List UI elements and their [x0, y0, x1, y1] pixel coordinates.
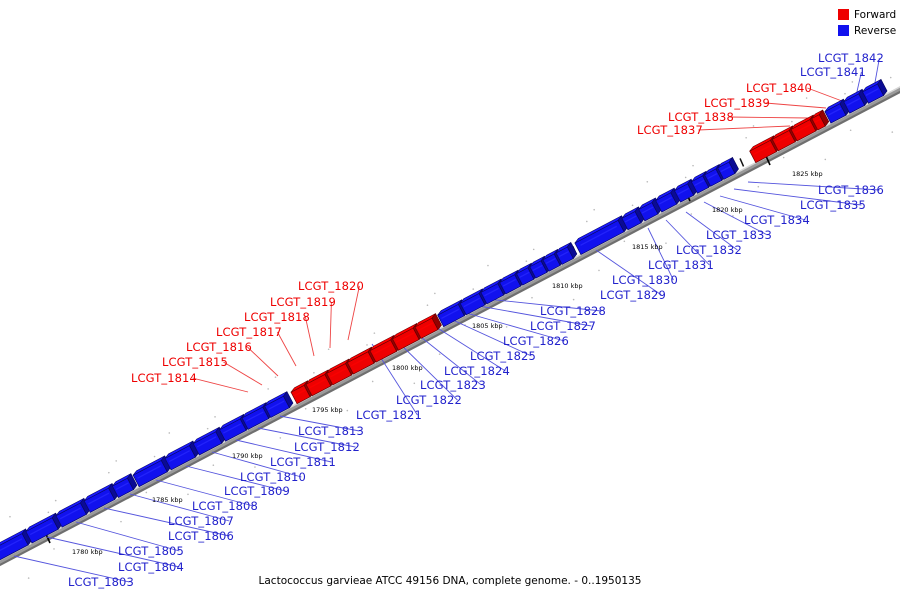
gene-label-lcgt_1838[interactable]: LCGT_1838	[668, 110, 734, 124]
gene-label-lcgt_1833[interactable]: LCGT_1833	[706, 228, 772, 242]
label-leader-lines	[13, 57, 880, 583]
scale-tick-label: 1825 kbp	[792, 170, 823, 178]
gene-label-lcgt_1828[interactable]: LCGT_1828	[540, 304, 606, 318]
gene-feature[interactable]	[717, 156, 739, 180]
gene-feature[interactable]	[264, 391, 294, 419]
gene-label-lcgt_1830[interactable]: LCGT_1830	[612, 273, 678, 287]
gene-label-lcgt_1819[interactable]: LCGT_1819	[270, 295, 336, 309]
gene-label-lcgt_1840[interactable]: LCGT_1840	[746, 81, 812, 95]
gene-label-lcgt_1807[interactable]: LCGT_1807	[168, 514, 234, 528]
scale-tick-label: 1815 kbp	[632, 243, 663, 251]
gene-feature[interactable]	[25, 512, 63, 544]
gene-feature[interactable]	[55, 497, 91, 528]
gene-label-lcgt_1837[interactable]: LCGT_1837	[637, 123, 703, 137]
gene-label-lcgt_1825[interactable]: LCGT_1825	[470, 349, 536, 363]
gene-feature[interactable]	[621, 206, 645, 231]
gene-label-lcgt_1826[interactable]: LCGT_1826	[503, 334, 569, 348]
gene-label-lcgt_1829[interactable]: LCGT_1829	[600, 288, 666, 302]
gene-feature[interactable]	[0, 528, 33, 561]
scale-tick-label: 1820 kbp	[712, 206, 743, 214]
gene-label-lcgt_1822[interactable]: LCGT_1822	[396, 393, 462, 407]
gene-label-lcgt_1808[interactable]: LCGT_1808	[192, 499, 258, 513]
scale-tick-label: 1805 kbp	[472, 322, 503, 330]
gene-label-lcgt_1809[interactable]: LCGT_1809	[224, 484, 290, 498]
gene-label-lcgt_1839[interactable]: LCGT_1839	[704, 96, 770, 110]
gene-feature[interactable]	[862, 78, 888, 104]
gene-label-lcgt_1836[interactable]: LCGT_1836	[818, 183, 884, 197]
gene-label-lcgt_1841[interactable]: LCGT_1841	[800, 65, 866, 79]
gene-feature[interactable]	[574, 215, 628, 255]
forward-strand-swatch	[838, 9, 849, 20]
gene-feature[interactable]	[655, 187, 681, 213]
legend-item-label: Reverse	[854, 24, 897, 37]
gene-label-lcgt_1812[interactable]: LCGT_1812	[294, 440, 360, 454]
gene-label-lcgt_1803[interactable]: LCGT_1803	[68, 575, 134, 589]
gene-label-lcgt_1824[interactable]: LCGT_1824	[444, 364, 510, 378]
gene-label-lcgt_1820[interactable]: LCGT_1820	[298, 279, 364, 293]
gene-label-lcgt_1835[interactable]: LCGT_1835	[800, 198, 866, 212]
gene-label-lcgt_1817[interactable]: LCGT_1817	[216, 325, 282, 339]
gene-feature[interactable]	[83, 482, 119, 513]
legend-item-forward: Forward	[838, 8, 896, 21]
gene-label-lcgt_1832[interactable]: LCGT_1832	[676, 243, 742, 257]
gene-label-lcgt_1814[interactable]: LCGT_1814	[131, 371, 197, 385]
gene-feature[interactable]	[674, 178, 698, 203]
gene-feature[interactable]	[414, 313, 442, 339]
gene-label-lcgt_1816[interactable]: LCGT_1816	[186, 340, 252, 354]
genome-caption: Lactococcus garvieae ATCC 49156 DNA, com…	[258, 575, 642, 587]
gene-feature[interactable]	[192, 426, 226, 456]
scale-tick-label: 1785 kbp	[152, 496, 183, 504]
gene-feature[interactable]	[111, 473, 138, 499]
gene-feature[interactable]	[132, 455, 172, 488]
gene-feature[interactable]	[824, 98, 850, 124]
scale-tick-label: 1795 kbp	[312, 406, 343, 414]
legend-item-label: Forward	[854, 8, 897, 21]
reverse-strand-swatch	[838, 25, 849, 36]
gene-label-lcgt_1804[interactable]: LCGT_1804	[118, 560, 184, 574]
legend-item-reverse: Reverse	[838, 24, 896, 37]
gene-label-lcgt_1834[interactable]: LCGT_1834	[744, 213, 810, 227]
gene-label-lcgt_1827[interactable]: LCGT_1827	[530, 319, 596, 333]
gene-label-lcgt_1811[interactable]: LCGT_1811	[270, 455, 336, 469]
gene-label-lcgt_1815[interactable]: LCGT_1815	[162, 355, 228, 369]
gene-label-lcgt_1813[interactable]: LCGT_1813	[298, 424, 364, 438]
gene-feature[interactable]	[811, 109, 830, 131]
gene-feature[interactable]	[638, 197, 662, 222]
gene-label-lcgt_1831[interactable]: LCGT_1831	[648, 258, 714, 272]
scale-tick-label: 1810 kbp	[552, 282, 583, 290]
gene-label-lcgt_1806[interactable]: LCGT_1806	[168, 529, 234, 543]
gene-feature[interactable]	[164, 440, 200, 471]
scale-tick-label: 1800 kbp	[392, 364, 423, 372]
strand-legend: Forward Reverse	[838, 8, 896, 40]
gene-label-lcgt_1823[interactable]: LCGT_1823	[420, 378, 486, 392]
gene-label-lcgt_1821[interactable]: LCGT_1821	[356, 408, 422, 422]
gene-label-lcgt_1842[interactable]: LCGT_1842	[818, 51, 884, 65]
gene-label-lcgt_1818[interactable]: LCGT_1818	[244, 310, 310, 324]
scale-tick-label: 1790 kbp	[232, 452, 263, 460]
gene-feature[interactable]	[843, 88, 869, 114]
gene-feature[interactable]	[555, 241, 578, 265]
gene-features	[0, 78, 888, 561]
gene-label-lcgt_1810[interactable]: LCGT_1810	[240, 470, 306, 484]
gene-label-lcgt_1805[interactable]: LCGT_1805	[118, 544, 184, 558]
scale-tick-label: 1780 kbp	[72, 548, 103, 556]
